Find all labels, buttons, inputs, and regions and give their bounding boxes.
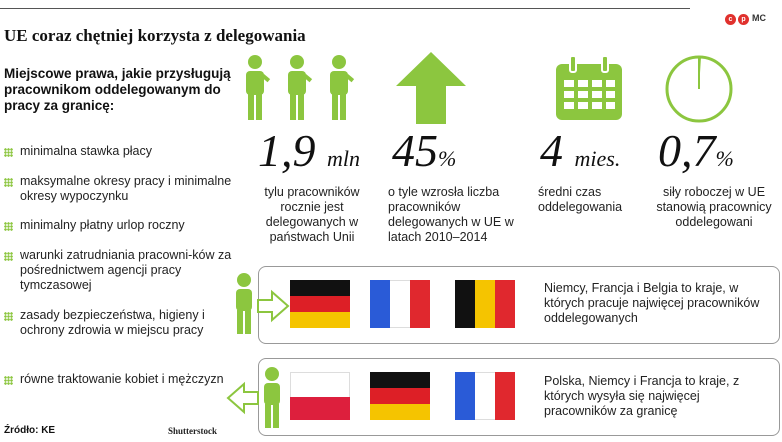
dots-bullet-icon — [4, 312, 13, 321]
flag-germany — [290, 280, 350, 328]
dots-bullet-icon — [4, 222, 13, 231]
stat-share-description: siły roboczej w UE stanowią pracownicy o… — [656, 185, 772, 229]
flag-france — [370, 280, 430, 328]
dots-bullet-icon — [4, 178, 13, 187]
list-item: minimalny płatny urlop roczny — [4, 218, 246, 233]
list-item: maksymalne okresy pracy i minimalne okre… — [4, 174, 246, 204]
arrow-up-icon — [396, 52, 466, 124]
stat-workers-description: tylu pracowników rocznie jest delegowany… — [264, 185, 360, 244]
worker-leaving-icon — [226, 367, 280, 428]
list-item-text: równe traktowanie kobiet i mężczyzn — [20, 372, 224, 386]
dots-bullet-icon — [4, 148, 13, 157]
source-note: Źródło: KE — [4, 425, 56, 436]
list-item: warunki zatrudniania pracowni-ków za poś… — [4, 248, 246, 293]
stat-growth-value: 45% — [392, 125, 457, 176]
flag-france — [455, 372, 515, 420]
dots-bullet-icon — [4, 376, 13, 385]
stat-duration-value: 4 mies. — [540, 125, 621, 176]
dots-bullet-icon — [4, 252, 13, 261]
flag-poland — [290, 372, 350, 420]
stat-duration-description: średni czas oddelegowania — [538, 185, 623, 214]
stat-share-value: 0,7% — [658, 125, 734, 176]
stat-workers-value: 1,9 mln — [258, 125, 360, 176]
brand-mark: MC — [752, 13, 766, 23]
list-item-text: maksymalne okresy pracy i minimalne okre… — [20, 174, 232, 203]
photo-credit: Shutterstock — [168, 426, 217, 436]
calendar-icon — [556, 56, 622, 120]
page-title: UE coraz chętniej korzysta z delegowania — [4, 26, 306, 45]
top-rule — [0, 8, 690, 9]
worker-arriving-icon — [236, 273, 290, 334]
list-item-text: warunki zatrudniania pracowni-ków za poś… — [20, 248, 232, 292]
flag-belgium — [455, 280, 515, 328]
list-item-text: minimalna stawka płacy — [20, 144, 152, 158]
list-item: zasady bezpieczeństwa, higieny i ochrony… — [4, 308, 246, 338]
list-item: minimalna stawka płacy — [4, 144, 246, 159]
pie-icon — [665, 55, 733, 123]
list-item: równe traktowanie kobiet i mężczyzn — [4, 372, 246, 387]
stat-growth-description: o tyle wzrosła liczba pracowników delego… — [388, 185, 514, 244]
rights-heading: Miejscowe prawa, jakie przysługują praco… — [4, 66, 231, 113]
sending-countries-text: Polska, Niemcy i Francja to kraje, z któ… — [544, 374, 740, 418]
list-item-text: minimalny płatny urlop roczny — [20, 218, 185, 232]
receiving-countries-text: Niemcy, Francja i Belgia to kraje, w któ… — [544, 281, 760, 325]
brand-logo-p: p — [738, 14, 749, 25]
workers-icon — [246, 55, 355, 120]
list-item-text: zasady bezpieczeństwa, higieny i ochrony… — [20, 308, 205, 337]
flag-germany — [370, 372, 430, 420]
pie-slice — [699, 56, 702, 89]
brand-logo-c: c — [725, 14, 736, 25]
